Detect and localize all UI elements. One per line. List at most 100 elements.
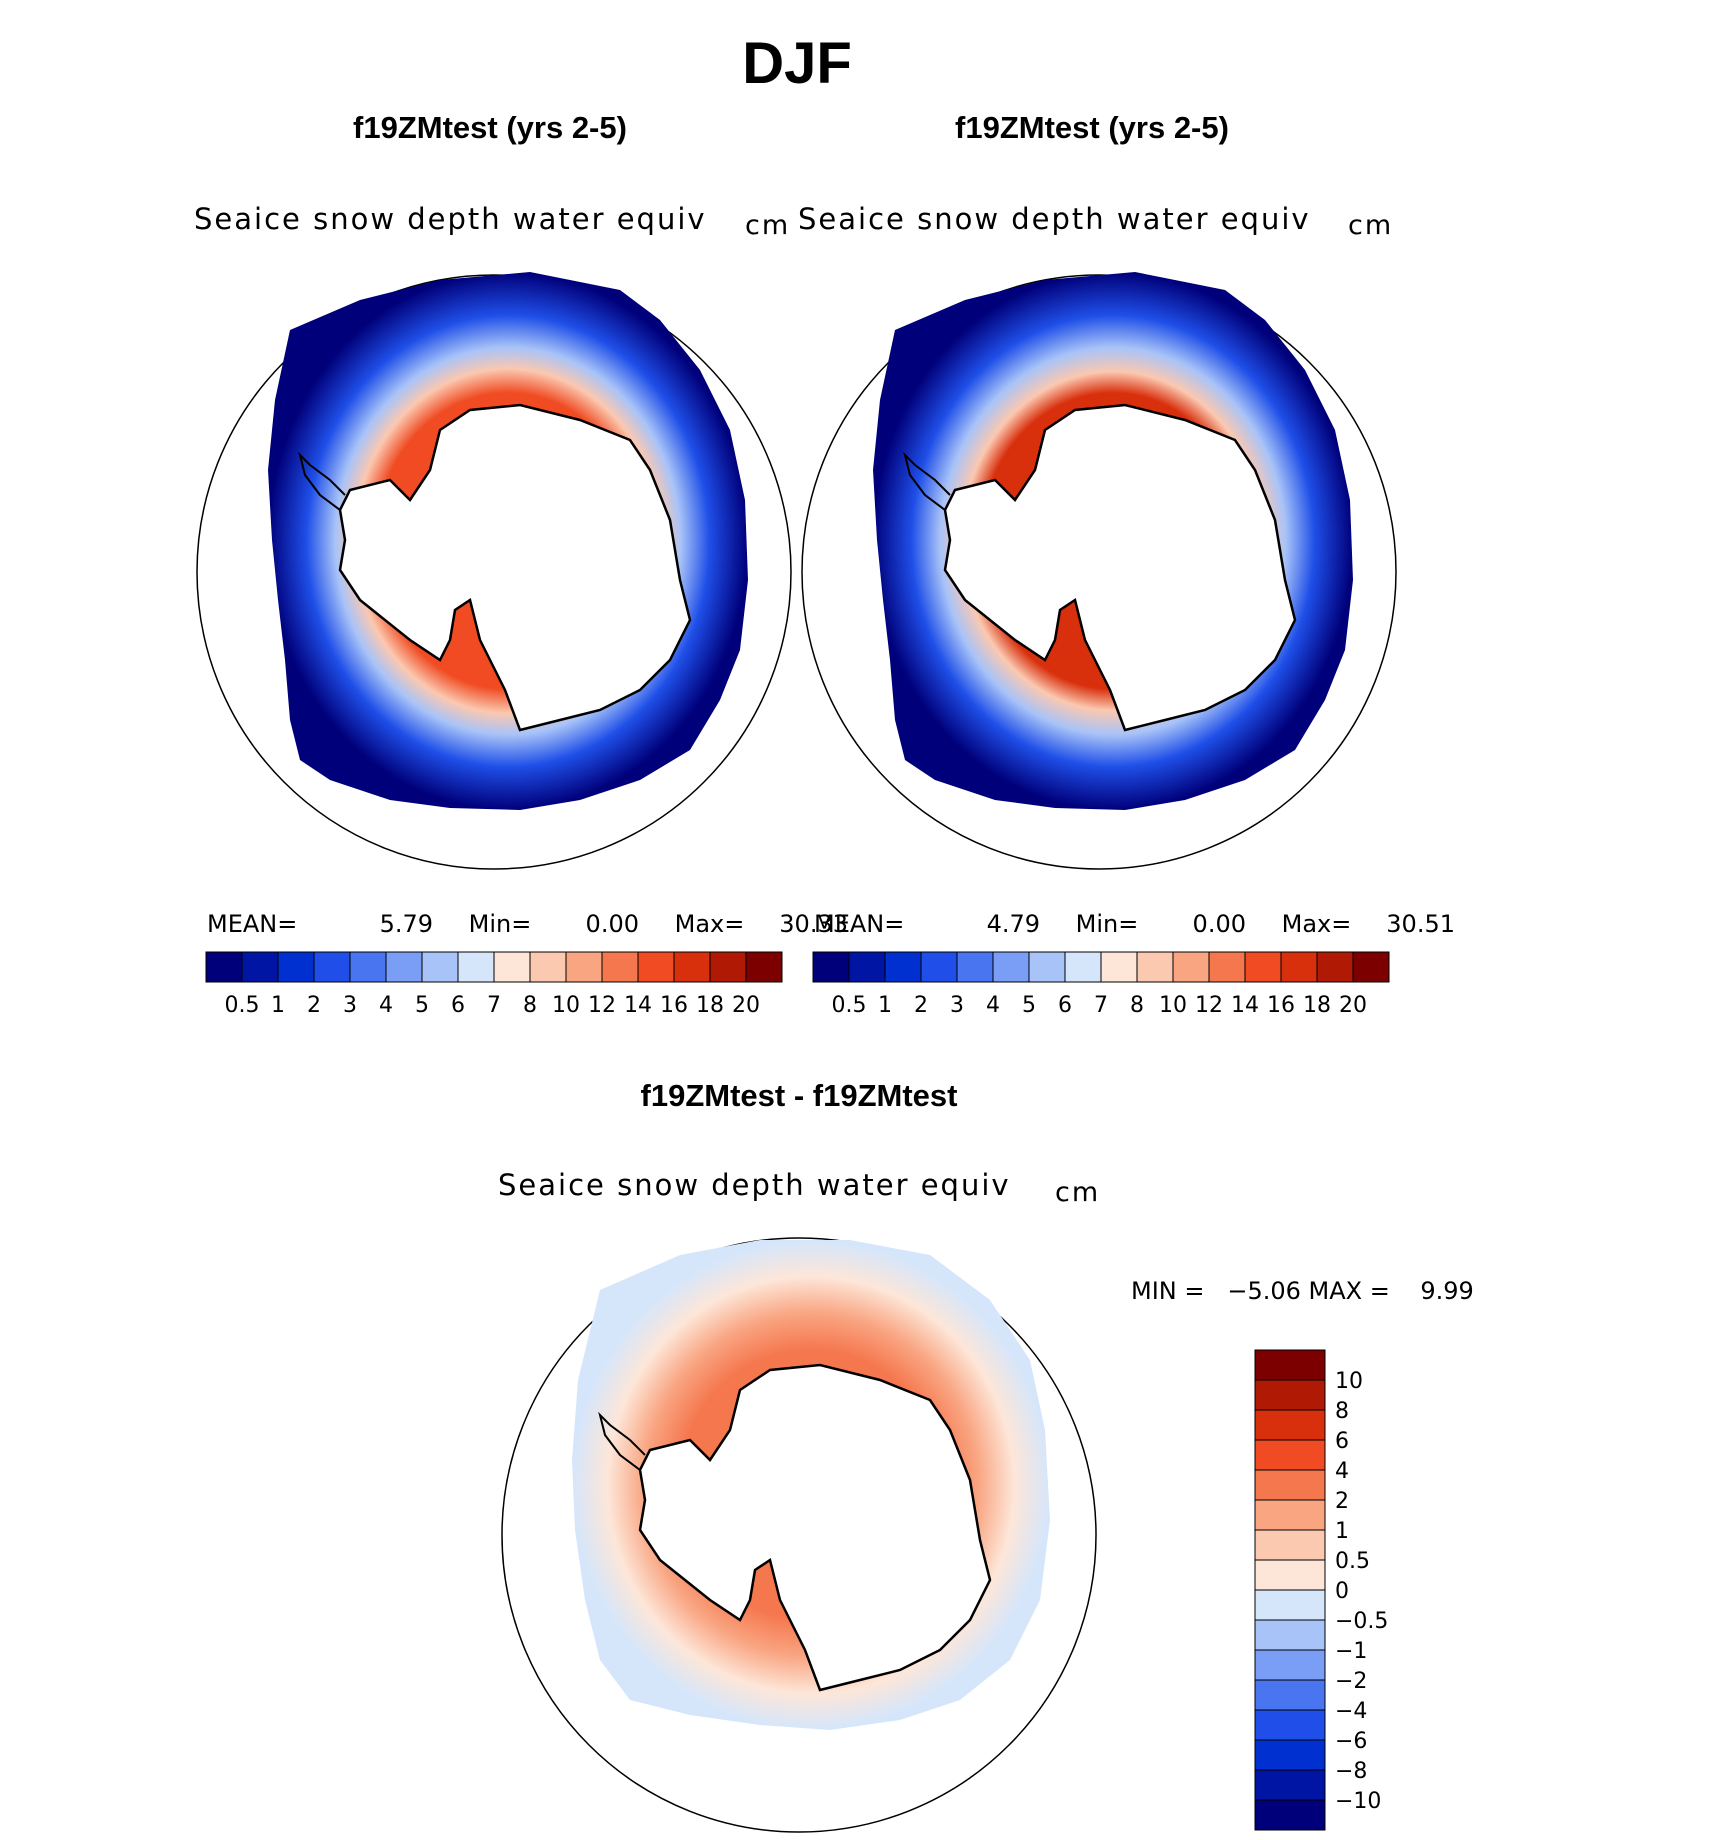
- panel-2-colorbar-tick-label: 6: [1058, 993, 1072, 1018]
- diff-colorbar-tick-label: 0.5: [1335, 1549, 1370, 1574]
- panel-2-colorbar-swatch: [1280, 951, 1318, 983]
- diff-unit: cm: [1055, 1177, 1101, 1208]
- diff-colorbar-swatch: [1254, 1619, 1326, 1651]
- diff-colorbar-swatch: [1254, 1559, 1326, 1591]
- panel-2-colorbar-tick-label: 2: [914, 993, 928, 1018]
- panel-2-colorbar-tick-label: 0.5: [832, 993, 867, 1018]
- panel-1-colorbar-swatch: [349, 951, 387, 983]
- diff-projection: [501, 1237, 1097, 1833]
- panel-2-max-label: Max=: [1281, 910, 1352, 938]
- diff-colorbar-tick-label: −4: [1335, 1699, 1367, 1724]
- panel-2-case-title: f19ZMtest (yrs 2-5): [955, 110, 1229, 145]
- panel-2-variable: Seaice snow depth water equiv: [798, 202, 1311, 236]
- panel-1-stats: MEAN= 5.79 Min= 0.00 Max= 30.33: [207, 910, 848, 938]
- diff-colorbar-swatch: [1254, 1409, 1326, 1441]
- panel-2-colorbar-tick-label: 20: [1339, 993, 1367, 1018]
- diff-stats: MIN = −5.06 MAX = 9.99: [1131, 1277, 1474, 1305]
- panel-2-unit: cm: [1348, 210, 1394, 241]
- panel-1-projection: [196, 272, 792, 870]
- panel-2-colorbar-swatch: [884, 951, 922, 983]
- panel-1-colorbar-swatch: [277, 951, 315, 983]
- diff-colorbar-tick-label: 4: [1335, 1459, 1349, 1484]
- panel-1-colorbar-tick-label: 1: [271, 993, 285, 1018]
- diff-colorbar-tick-label: 10: [1335, 1369, 1363, 1394]
- panel-2-colorbar-swatch: [848, 951, 886, 983]
- panel-1-min-label: Min=: [468, 910, 532, 938]
- panel-2-min-label: Min=: [1075, 910, 1139, 938]
- panel-2-colorbar-swatch: [1316, 951, 1354, 983]
- diff-colorbar-swatch: [1254, 1349, 1326, 1381]
- panel-2-colorbar-tick-label: 18: [1303, 993, 1331, 1018]
- panel-1-colorbar-tick-label: 0.5: [225, 993, 260, 1018]
- panel-2-colorbar-tick-label: 5: [1022, 993, 1036, 1018]
- panel-1-colorbar-swatch: [205, 951, 243, 983]
- diff-peninsula: [598, 1411, 646, 1471]
- panel-1-colorbar-swatch: [745, 951, 783, 983]
- diff-colorbar-tick-label: −2: [1335, 1669, 1367, 1694]
- diff-colorbar-tick-label: −1: [1335, 1639, 1367, 1664]
- panel-2-min-value: 0.00: [1192, 910, 1246, 938]
- diff-colorbar-swatch: [1254, 1499, 1326, 1531]
- panel-1-colorbar-swatch: [601, 951, 639, 983]
- figure-title: DJF: [742, 31, 852, 96]
- panel-2-colorbar: 0.5 1 2 3 4 5 6 7 8 10 12 14 16 18 20: [812, 951, 1390, 1018]
- diff-colorbar-swatch: [1254, 1709, 1326, 1741]
- diff-colorbar-tick-label: −6: [1335, 1729, 1367, 1754]
- panel-1-colorbar-tick-label: 14: [624, 993, 652, 1018]
- diff-colorbar-swatch: [1254, 1799, 1326, 1831]
- panel-1-colorbar-swatch: [529, 951, 567, 983]
- panel-1-mean-value: 5.79: [379, 910, 433, 938]
- panel-1-peninsula: [298, 451, 346, 511]
- panel-1-colorbar: 0.5 1 2 3 4 5 6 7 8 10 12 14 16 18 20: [205, 951, 783, 1018]
- panel-1-max-label: Max=: [674, 910, 745, 938]
- panel-1-colorbar-tick-label: 3: [343, 993, 357, 1018]
- diff-colorbar-swatch: [1254, 1649, 1326, 1681]
- diff-colorbar-tick-label: −10: [1335, 1789, 1381, 1814]
- panel-2-colorbar-swatch: [992, 951, 1030, 983]
- panel-1-colorbar-tick-label: 5: [415, 993, 429, 1018]
- panel-1-colorbar-swatch: [493, 951, 531, 983]
- diff-colorbar-tick-label: 2: [1335, 1489, 1349, 1514]
- panel-1-colorbar-swatch: [241, 951, 279, 983]
- diff-colorbar-tick-label: 0: [1335, 1579, 1349, 1604]
- panel-2-colorbar-tick-label: 16: [1267, 993, 1295, 1018]
- panel-2-colorbar-tick-label: 1: [878, 993, 892, 1018]
- panel-1-colorbar-tick-label: 7: [487, 993, 501, 1018]
- panel-1-case-title: f19ZMtest (yrs 2-5): [353, 110, 627, 145]
- panel-1-mean-label: MEAN=: [207, 910, 298, 938]
- panel-1-colorbar-tick-label: 20: [732, 993, 760, 1018]
- diff-colorbar-tick-label: −0.5: [1335, 1609, 1388, 1634]
- diff-colorbar-swatch: [1254, 1739, 1326, 1771]
- panel-2-colorbar-tick-label: 10: [1159, 993, 1187, 1018]
- panel-1-colorbar-swatch: [385, 951, 423, 983]
- panel-2-colorbar-swatch: [956, 951, 994, 983]
- panel-1-min-value: 0.00: [585, 910, 639, 938]
- diff-colorbar-tick-label: 1: [1335, 1519, 1349, 1544]
- panel-2-colorbar-swatch: [1352, 951, 1390, 983]
- panel-1-colorbar-tick-label: 10: [552, 993, 580, 1018]
- diff-colorbar-swatch: [1254, 1769, 1326, 1801]
- panel-2-colorbar-tick-label: 7: [1094, 993, 1108, 1018]
- panel-2-mean-label: MEAN=: [814, 910, 905, 938]
- panel-1-colorbar-tick-label: 18: [696, 993, 724, 1018]
- diff-colorbar-swatch: [1254, 1589, 1326, 1621]
- panel-2-mean-value: 4.79: [986, 910, 1040, 938]
- diff-colorbar-swatch: [1254, 1679, 1326, 1711]
- panel-1-colorbar-tick-label: 4: [379, 993, 393, 1018]
- diff-colorbar: 10 8 6 4 2 1 0.5 0 −0.5 −1 −2 −4 −6 −8 −10: [1254, 1349, 1388, 1831]
- panel-1-variable: Seaice snow depth water equiv: [194, 202, 707, 236]
- panel-1-unit: cm: [745, 210, 791, 241]
- diff-colorbar-tick-label: −8: [1335, 1759, 1367, 1784]
- panel-2-max-value: 30.51: [1386, 910, 1455, 938]
- diff-variable: Seaice snow depth water equiv: [498, 1168, 1011, 1202]
- diff-colorbar-tick-label: 8: [1335, 1399, 1349, 1424]
- panel-2-colorbar-swatch: [1172, 951, 1210, 983]
- panel-1-colorbar-tick-label: 12: [588, 993, 616, 1018]
- panel-1-colorbar-tick-label: 2: [307, 993, 321, 1018]
- diff-case-title: f19ZMtest - f19ZMtest: [640, 1078, 958, 1113]
- diff-colorbar-swatch: [1254, 1469, 1326, 1501]
- panel-2-colorbar-swatch: [920, 951, 958, 983]
- panel-2-colorbar-swatch: [1244, 951, 1282, 983]
- panel-2-colorbar-swatch: [1208, 951, 1246, 983]
